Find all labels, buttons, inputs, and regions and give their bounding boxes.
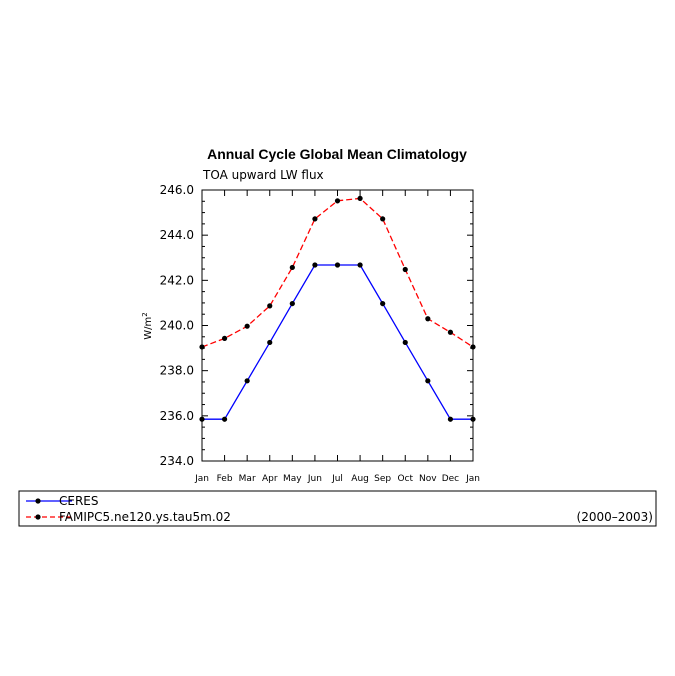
- series-0-point: [334, 262, 341, 268]
- series-0-point: [199, 416, 205, 422]
- legend-label-ceres: CERES: [59, 494, 99, 508]
- x-tick-label: Jul: [331, 474, 343, 484]
- series-1-point: [267, 303, 273, 309]
- series-0-point: [470, 416, 476, 422]
- series-0-point: [289, 300, 295, 307]
- plot-frame: [201, 189, 474, 462]
- series-1-point: [357, 195, 363, 201]
- series-1-point: [402, 266, 408, 273]
- legend-date-range: (2000–2003): [577, 510, 653, 524]
- x-tick-label: May: [283, 474, 302, 484]
- chart-title: Annual Cycle Global Mean Climatology: [207, 146, 467, 162]
- x-tick-label: Dec: [442, 474, 459, 484]
- legend-box: [18, 490, 657, 527]
- y-tick-label: 246.0: [160, 183, 194, 197]
- series-1-point: [312, 216, 318, 222]
- y-axis-label: W/m2: [141, 312, 154, 339]
- legend-marker-famip: [35, 514, 41, 520]
- series-1-point: [334, 198, 341, 204]
- plot-area: 234.0 236.0 238.0 240.0 242.0 244.0 246.0 Jan F…: [160, 183, 480, 484]
- series-0-point: [221, 416, 228, 422]
- series-0-point: [312, 262, 318, 268]
- y-tick-label: 240.0: [160, 319, 194, 333]
- series-1-point: [289, 264, 295, 271]
- series-0-point: [244, 378, 250, 384]
- y-axis-label-sup: 2: [141, 312, 149, 316]
- y-axis: 234.0 236.0 238.0 240.0 242.0 244.0 246.0: [160, 183, 473, 468]
- x-tick-label: Jan: [465, 474, 480, 484]
- x-tick-label: Oct: [397, 474, 413, 484]
- series-1-point: [199, 344, 205, 350]
- y-tick-label: 238.0: [160, 364, 194, 378]
- series-0-point: [402, 339, 408, 346]
- legend-label-famip: FAMIPC5.ne120.ys.tau5m.02: [59, 510, 231, 524]
- x-tick-label: Jan: [194, 474, 209, 484]
- series-line-1: [201, 197, 474, 348]
- series-group: [199, 195, 476, 422]
- x-tick-label: Aug: [351, 474, 369, 484]
- x-tick-label: Nov: [419, 474, 437, 484]
- y-axis-label-base: W/m: [143, 317, 154, 340]
- x-tick-label: Sep: [374, 474, 391, 484]
- x-axis: Jan Feb Mar Apr May Jun Jul Aug Sep Oct Nov Dec Jan: [194, 190, 480, 484]
- x-tick-label: Feb: [217, 474, 233, 484]
- series-0-point: [447, 416, 454, 422]
- series-1-point: [380, 216, 386, 222]
- series-1-point: [470, 344, 476, 350]
- x-tick-label: Apr: [262, 474, 278, 484]
- legend: CERES FAMIPC5.ne120.ys.tau5m.02 (2000–20…: [18, 490, 657, 527]
- y-tick-label: 234.0: [160, 454, 194, 468]
- series-0-point: [380, 300, 386, 307]
- chart-subtitle: TOA upward LW flux: [202, 168, 324, 182]
- series-0-point: [267, 339, 273, 346]
- series-0-point: [425, 378, 431, 384]
- y-tick-label: 242.0: [160, 273, 194, 287]
- series-line-0: [202, 264, 473, 420]
- series-1-point: [447, 329, 454, 335]
- x-tick-label: Jun: [307, 474, 322, 484]
- series-1-point: [244, 323, 250, 329]
- series-1-point: [425, 316, 431, 322]
- y-tick-label: 244.0: [160, 228, 194, 242]
- legend-marker-ceres: [35, 498, 41, 504]
- series-0-point: [357, 262, 363, 268]
- x-tick-label: Mar: [239, 474, 256, 484]
- y-tick-label: 236.0: [160, 409, 194, 423]
- series-1-point: [221, 335, 228, 341]
